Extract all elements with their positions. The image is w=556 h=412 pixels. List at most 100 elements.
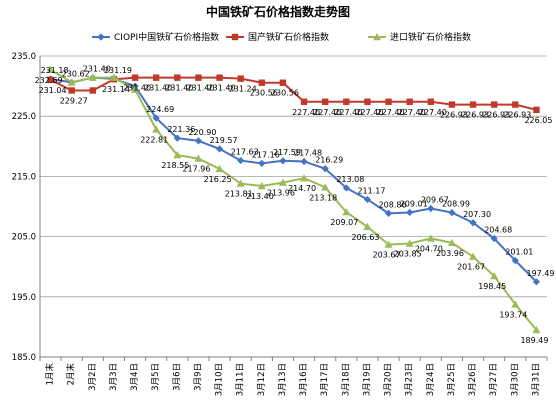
data-point bbox=[278, 178, 287, 186]
data-point bbox=[447, 238, 456, 247]
data-label: 230.62 bbox=[62, 69, 90, 78]
x-tick-label: 3月24日 bbox=[426, 363, 436, 396]
data-point bbox=[216, 74, 223, 81]
data-point bbox=[406, 98, 413, 105]
data-label: 189.49 bbox=[520, 336, 548, 345]
data-point bbox=[68, 87, 75, 94]
x-tick-label: 3月6日 bbox=[172, 363, 182, 391]
data-point bbox=[194, 154, 203, 162]
y-tick-label: 185.0 bbox=[12, 353, 36, 363]
legend-label: 国产铁矿石价格指数 bbox=[248, 31, 329, 43]
data-point bbox=[46, 65, 55, 74]
x-tick-label: 3月23日 bbox=[405, 363, 415, 396]
data-point bbox=[384, 240, 393, 248]
data-point bbox=[532, 278, 541, 286]
y-tick-label: 205.0 bbox=[12, 233, 36, 243]
data-point bbox=[426, 234, 435, 242]
data-label: 217.16 bbox=[252, 150, 280, 159]
data-label: 231.04 bbox=[39, 86, 67, 95]
x-tick-label: 1月末 bbox=[45, 363, 56, 386]
data-point bbox=[215, 145, 224, 153]
data-label: 201.01 bbox=[505, 248, 533, 257]
data-point bbox=[448, 101, 456, 108]
x-tick-label: 3月26日 bbox=[468, 363, 478, 396]
data-point bbox=[469, 219, 477, 227]
data-point bbox=[385, 98, 392, 105]
data-point bbox=[490, 234, 498, 243]
data-point bbox=[215, 164, 224, 173]
data-point bbox=[173, 151, 182, 159]
chart-title: 中国铁矿石价格指数走势图 bbox=[206, 4, 350, 19]
data-label: 201.67 bbox=[457, 263, 485, 272]
x-tick-label: 3月19日 bbox=[362, 363, 372, 396]
data-label: 227.40 bbox=[355, 108, 383, 117]
x-tick-label: 3月27日 bbox=[489, 363, 499, 396]
x-tick-label: 3月25日 bbox=[447, 363, 457, 396]
data-label: 204.70 bbox=[415, 244, 443, 253]
data-label: 231.40 bbox=[83, 65, 111, 74]
data-label: 209.67 bbox=[421, 195, 449, 204]
data-point bbox=[194, 137, 203, 145]
data-point bbox=[321, 165, 329, 173]
data-point bbox=[364, 98, 371, 105]
data-point bbox=[512, 101, 519, 108]
data-label: 204.68 bbox=[484, 226, 512, 235]
data-label: 221.36 bbox=[167, 125, 195, 134]
x-tick-label: 3月18日 bbox=[341, 363, 351, 396]
legend-item: CIOPI中国铁矿石价格指数 bbox=[92, 31, 219, 43]
data-label: 224.69 bbox=[146, 105, 174, 114]
data-point bbox=[384, 209, 393, 217]
data-label: 217.59 bbox=[273, 148, 301, 157]
series-line bbox=[50, 76, 537, 111]
data-point bbox=[427, 204, 435, 213]
y-tick-label: 215.0 bbox=[12, 172, 36, 182]
data-point bbox=[405, 239, 414, 247]
data-point bbox=[258, 79, 266, 86]
data-point bbox=[279, 157, 287, 165]
data-label: 231.40 bbox=[186, 84, 214, 93]
data-label: 218.55 bbox=[161, 161, 189, 170]
data-label: 219.57 bbox=[210, 136, 238, 145]
x-tick-label: 3月17日 bbox=[320, 363, 330, 396]
series-2 bbox=[47, 74, 540, 114]
data-label: 227.40 bbox=[313, 108, 341, 117]
data-label: 226.93 bbox=[440, 111, 468, 120]
data-label: 227.40 bbox=[398, 108, 426, 117]
y-tick-label: 195.0 bbox=[12, 293, 36, 303]
data-label: 227.40 bbox=[377, 108, 405, 117]
series-lines bbox=[46, 65, 541, 334]
data-label: 211.17 bbox=[357, 186, 385, 195]
gridlines bbox=[40, 55, 547, 358]
data-point bbox=[533, 106, 540, 114]
data-label: 203.85 bbox=[394, 250, 422, 259]
data-label: 209.01 bbox=[400, 199, 428, 208]
series-line bbox=[50, 69, 538, 331]
data-point bbox=[448, 208, 456, 217]
data-point bbox=[258, 159, 266, 167]
data-point bbox=[236, 179, 245, 187]
data-label: 226.05 bbox=[524, 116, 552, 125]
data-label: 226.93 bbox=[482, 111, 510, 120]
data-label: 206.63 bbox=[351, 233, 379, 242]
data-point bbox=[300, 174, 309, 182]
data-point bbox=[237, 75, 244, 82]
data-point bbox=[88, 73, 97, 81]
data-label: 213.08 bbox=[336, 175, 364, 184]
axes: 185.0 195.0 205.0 215.0 225.0 235.0 1月末 2月末 3月2日… bbox=[12, 52, 548, 396]
data-label: 213.81 bbox=[225, 190, 253, 199]
data-label: 227.40 bbox=[419, 108, 447, 117]
x-tick-label: 3月3日 bbox=[109, 363, 119, 391]
x-tick-label: 3月16日 bbox=[299, 363, 309, 396]
data-point bbox=[89, 87, 97, 94]
series-3 bbox=[46, 65, 541, 334]
data-label: 213.40 bbox=[246, 192, 274, 201]
data-point bbox=[152, 114, 160, 122]
data-label: 193.74 bbox=[499, 310, 527, 319]
data-label: 209.07 bbox=[330, 218, 358, 227]
data-point bbox=[300, 157, 308, 166]
data-label: 208.99 bbox=[442, 200, 470, 209]
data-point bbox=[490, 272, 499, 280]
data-point bbox=[195, 74, 202, 81]
x-tick-label: 3月5日 bbox=[151, 363, 161, 391]
